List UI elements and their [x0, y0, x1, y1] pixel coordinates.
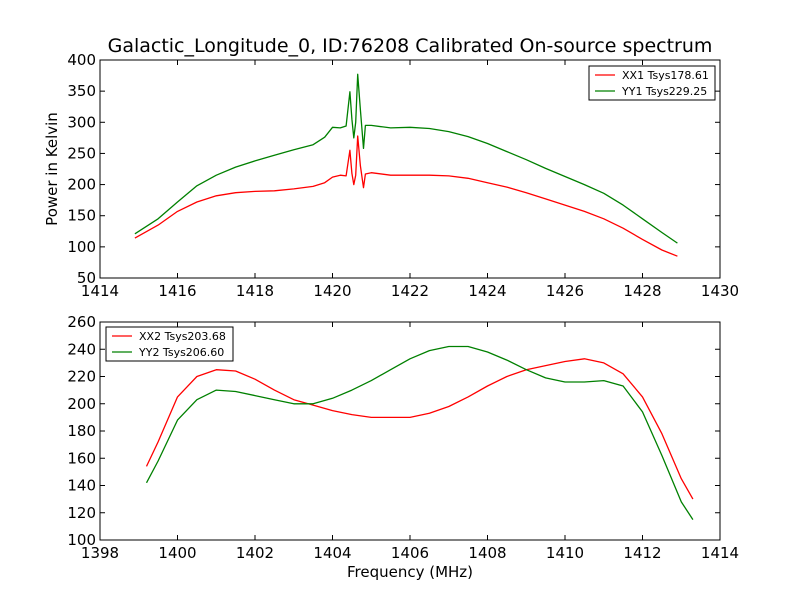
x-tick-label: 1410: [546, 544, 584, 562]
x-tick-label: 1412: [623, 544, 661, 562]
y-tick-label: 260: [67, 313, 96, 331]
series-line-1: [145, 358, 694, 500]
y-tick-label: 140: [67, 477, 96, 495]
legend-label-1: XX2 Tsys203.68: [139, 330, 226, 343]
chart-2: 1398 1400 1402 1404 1406 1408 1410 1412 1414 100 1…: [67, 313, 739, 581]
y-tick-label: 50: [77, 269, 96, 287]
x-axis-label: Frequency (MHz): [347, 563, 473, 581]
y-tick-label: 220: [67, 368, 96, 386]
y-tick-label: 240: [67, 340, 96, 358]
series-line-2: [134, 73, 678, 244]
y-tick-label: 180: [67, 422, 96, 440]
y-tick-label: 160: [67, 449, 96, 467]
legend: XX2 Tsys203.68 YY2 Tsys206.60: [105, 326, 234, 362]
x-tick-label: 1406: [391, 544, 429, 562]
x-tick-label: 1416: [158, 282, 196, 300]
series-line-2: [145, 345, 694, 520]
y-tick-label: 200: [67, 176, 96, 194]
legend-label-2: YY1 Tsys229.25: [621, 85, 707, 98]
x-tick-label: 1404: [313, 544, 351, 562]
y-tick-label: 200: [67, 395, 96, 413]
legend: XX1 Tsys178.61 YY1 Tsys229.25: [588, 65, 716, 101]
x-tick-label: 1414: [81, 282, 119, 300]
x-tick-label: 1398: [81, 544, 119, 562]
y-tick-label: 120: [67, 504, 96, 522]
legend-box: [588, 65, 716, 101]
y-tick-label: 350: [67, 82, 96, 100]
x-tick-label: 1408: [468, 544, 506, 562]
x-tick-label: 1424: [468, 282, 506, 300]
chart-title: Galactic_Longitude_0, ID:76208 Calibrate…: [108, 35, 713, 57]
x-tick-label: 1418: [236, 282, 274, 300]
chart-1: Galactic_Longitude_0, ID:76208 Calibrate…: [43, 35, 739, 300]
y-tick-label: 250: [67, 144, 96, 162]
y-tick-label: 100: [67, 238, 96, 256]
legend-box: [105, 326, 234, 362]
legend-label-2: YY2 Tsys206.60: [138, 346, 224, 359]
x-tick-label: 1422: [391, 282, 429, 300]
x-tick-label: 1430: [701, 282, 739, 300]
y-tick-label: 400: [67, 51, 96, 69]
y-tick-label: 100: [67, 531, 96, 549]
x-tick-label: 1414: [701, 544, 739, 562]
x-tick-label: 1400: [158, 544, 196, 562]
legend-label-1: XX1 Tsys178.61: [622, 69, 709, 82]
series-line-1: [134, 135, 678, 257]
y-tick-label: 300: [67, 113, 96, 131]
x-tick-label: 1428: [623, 282, 661, 300]
y-tick-label: 150: [67, 207, 96, 225]
y-axis-label: Power in Kelvin: [43, 112, 61, 226]
x-tick-label: 1402: [236, 544, 274, 562]
x-tick-label: 1426: [546, 282, 584, 300]
x-tick-label: 1420: [313, 282, 351, 300]
